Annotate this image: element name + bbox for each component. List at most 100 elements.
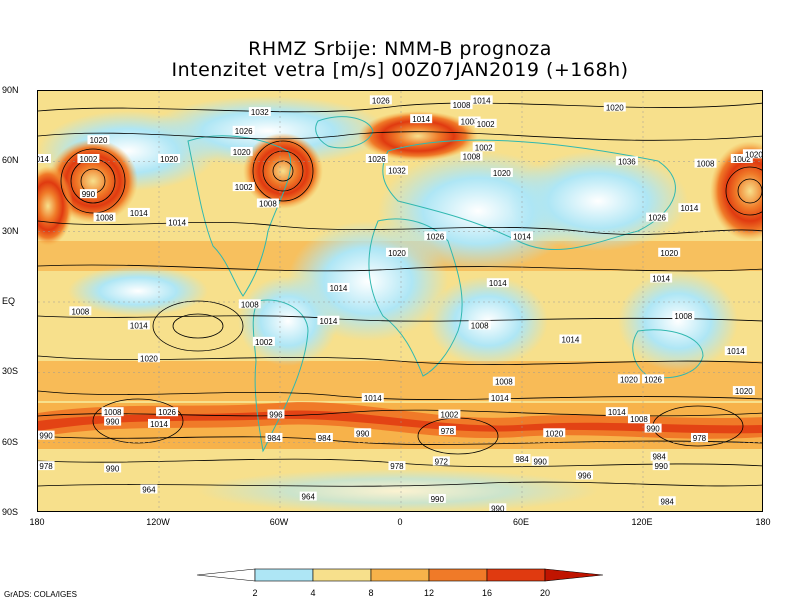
greenland-outline xyxy=(315,116,374,149)
svg-text:1026: 1026 xyxy=(158,408,176,417)
svg-text:1020: 1020 xyxy=(388,249,406,258)
isobar-label: 984 xyxy=(265,432,283,443)
isobar-label: 964 xyxy=(299,491,317,502)
isobar-label: 1008 xyxy=(93,212,116,223)
lat-tick-label: 90N xyxy=(2,85,19,95)
isobar-label: 1014 xyxy=(724,346,747,356)
svg-text:984: 984 xyxy=(267,434,281,443)
svg-text:1014: 1014 xyxy=(130,321,148,330)
svg-text:1008: 1008 xyxy=(471,321,489,330)
svg-text:1026: 1026 xyxy=(648,214,666,223)
map-subtitle: Intenzitet vetra [m/s] 00Z07JAN2019 (+16… xyxy=(171,59,629,81)
isobar-label: 1002 xyxy=(252,336,275,347)
colorbar-tick-label: 20 xyxy=(539,588,550,598)
svg-text:1014: 1014 xyxy=(562,336,580,345)
svg-text:1014: 1014 xyxy=(38,155,49,164)
isobar-label: 1020 xyxy=(230,146,253,157)
svg-text:990: 990 xyxy=(533,457,547,466)
isobar-label: 1008 xyxy=(256,198,279,209)
north-america-outline xyxy=(187,135,292,297)
svg-text:1026: 1026 xyxy=(644,375,662,384)
svg-text:1002: 1002 xyxy=(441,411,459,420)
isobar-label: 1002 xyxy=(232,182,255,192)
isobar-label: 1026 xyxy=(365,153,388,164)
svg-text:1032: 1032 xyxy=(388,167,406,176)
svg-text:1002: 1002 xyxy=(475,143,493,152)
svg-text:984: 984 xyxy=(652,453,666,462)
isobar-label: 1036 xyxy=(615,156,638,166)
lat-tick-label: 30N xyxy=(2,225,19,236)
isobar-label: 1026 xyxy=(232,125,255,136)
isobar-label: 1008 xyxy=(492,376,515,387)
svg-text:984: 984 xyxy=(661,497,675,506)
isobar-label: 1020 xyxy=(617,374,640,384)
isobar-label: 1014 xyxy=(127,320,150,330)
isobar-label: 990 xyxy=(489,503,507,512)
colorbar-swatch xyxy=(312,568,372,582)
colorbar-tick-label: 8 xyxy=(368,588,374,598)
svg-text:1026: 1026 xyxy=(426,232,444,241)
colorbar-swatch xyxy=(196,568,256,582)
isobar-label: 990 xyxy=(104,416,122,427)
isobar-label: 1020 xyxy=(490,168,513,178)
isobar-label: 996 xyxy=(267,409,285,420)
svg-text:1014: 1014 xyxy=(652,275,670,284)
svg-text:1014: 1014 xyxy=(150,420,168,429)
isobar-label: 1002 xyxy=(438,409,461,420)
svg-text:1032: 1032 xyxy=(251,108,269,117)
svg-text:990: 990 xyxy=(356,429,370,438)
isobar-label: 1014 xyxy=(559,334,582,345)
svg-text:1014: 1014 xyxy=(491,394,509,403)
credit-text: GrADS: COLA/IGES xyxy=(4,590,77,599)
isobar-label: 1020 xyxy=(385,247,408,258)
svg-text:1014: 1014 xyxy=(608,408,626,417)
isobar-label: 990 xyxy=(38,430,55,441)
svg-text:1008: 1008 xyxy=(463,153,481,162)
svg-text:990: 990 xyxy=(106,464,120,473)
isobar-label: 990 xyxy=(652,461,670,471)
isobar-label: 978 xyxy=(690,432,708,443)
svg-text:1020: 1020 xyxy=(233,148,251,157)
svg-text:1020: 1020 xyxy=(90,136,108,145)
svg-text:1020: 1020 xyxy=(745,150,763,159)
isobar-label: 1002 xyxy=(472,142,495,152)
isobar-label: 1014 xyxy=(38,153,52,164)
svg-text:1014: 1014 xyxy=(320,317,338,326)
isobar-label: 996 xyxy=(576,470,594,480)
isobar-label: 990 xyxy=(104,463,122,473)
isobar-label: 1008 xyxy=(458,116,481,126)
colorbar-tick-label: 12 xyxy=(423,588,434,598)
isobar-label: 1020 xyxy=(658,247,681,258)
svg-text:1008: 1008 xyxy=(495,378,513,387)
svg-text:990: 990 xyxy=(39,432,53,441)
isobar-label: 978 xyxy=(438,425,456,436)
svg-text:990: 990 xyxy=(491,504,505,512)
svg-text:1008: 1008 xyxy=(453,101,471,110)
lat-tick-label: 30S xyxy=(2,366,19,377)
svg-text:1020: 1020 xyxy=(140,354,158,363)
svg-text:996: 996 xyxy=(269,411,283,420)
svg-text:1008: 1008 xyxy=(674,312,692,321)
colorbar-swatch xyxy=(254,568,314,582)
svg-text:990: 990 xyxy=(431,495,445,504)
isobar-label: 1002 xyxy=(77,153,100,164)
isobar-label: 1014 xyxy=(650,273,673,284)
svg-text:990: 990 xyxy=(82,190,96,199)
svg-text:1014: 1014 xyxy=(680,204,698,213)
svg-text:1014: 1014 xyxy=(168,218,186,227)
svg-text:972: 972 xyxy=(435,457,449,466)
isobar-label: 1008 xyxy=(694,158,717,169)
isobar-label: 984 xyxy=(650,451,668,462)
isobar-label: 1014 xyxy=(148,418,170,429)
svg-text:978: 978 xyxy=(39,462,53,471)
calm-areas xyxy=(38,96,738,511)
lon-tick-label: 60E xyxy=(512,517,529,527)
svg-text:1026: 1026 xyxy=(372,96,390,105)
svg-text:1020: 1020 xyxy=(660,249,678,258)
isobar-label: 984 xyxy=(513,454,531,464)
svg-text:1014: 1014 xyxy=(513,232,531,241)
isobar-label: 1026 xyxy=(642,374,665,384)
svg-text:1020: 1020 xyxy=(493,169,511,178)
